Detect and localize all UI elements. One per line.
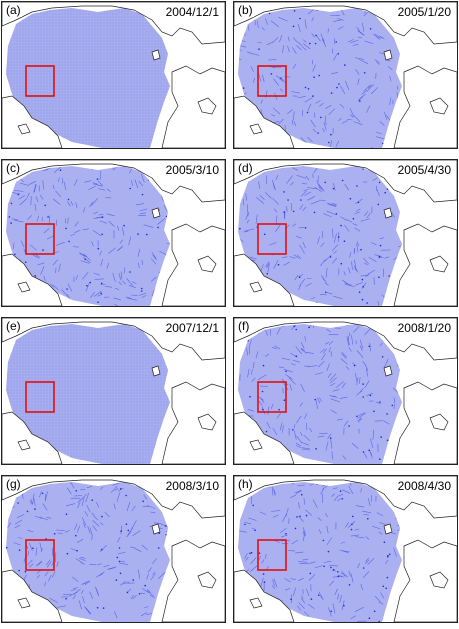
- ice-region: [238, 324, 402, 464]
- panel-date: 2008/4/30: [396, 479, 452, 493]
- panel-label: (g): [5, 477, 22, 491]
- land-mass: [197, 97, 217, 115]
- land-mass: [429, 413, 449, 431]
- land-mass: [17, 123, 31, 135]
- land-mass: [234, 253, 295, 306]
- land-mass: [151, 523, 161, 535]
- land-mass: [234, 569, 295, 622]
- map-c: [2, 160, 225, 306]
- land-mass: [429, 571, 449, 589]
- study-area-box: [257, 539, 287, 571]
- map-h: [234, 476, 457, 622]
- panel-date: 2004/12/1: [164, 5, 220, 19]
- land-mass: [197, 571, 217, 589]
- panel-date: 2005/1/20: [396, 5, 452, 19]
- panel-g: (g) 2008/3/10: [1, 475, 226, 623]
- land-mass: [429, 97, 449, 115]
- land-mass: [249, 597, 263, 609]
- land-mass: [2, 95, 63, 148]
- study-area-box: [25, 381, 55, 413]
- panel-date: 2008/1/20: [396, 321, 452, 335]
- panel-a: (a) 2004/12/1: [1, 1, 226, 149]
- panel-date: 2008/3/10: [164, 479, 220, 493]
- ice-region: [6, 166, 170, 306]
- map-b: [234, 2, 457, 148]
- land-mass: [234, 95, 295, 148]
- panel-date: 2005/4/30: [396, 163, 452, 177]
- land-mass: [383, 365, 393, 377]
- panel-e: (e) 2007/12/1: [1, 317, 226, 465]
- map-a: [2, 2, 225, 148]
- panel-label: (h): [237, 477, 254, 491]
- study-area-box: [257, 223, 287, 255]
- map-f: [234, 318, 457, 464]
- land-mass: [383, 207, 393, 219]
- study-area-box: [257, 65, 287, 97]
- panel-date: 2007/12/1: [164, 321, 220, 335]
- panel-label: (e): [5, 319, 22, 333]
- land-mass: [383, 49, 393, 61]
- land-mass: [161, 223, 225, 306]
- land-mass: [2, 253, 63, 306]
- panel-label: (f): [237, 319, 251, 333]
- land-mass: [393, 539, 457, 622]
- ice-region: [6, 482, 170, 622]
- panel-date: 2005/3/10: [164, 163, 220, 177]
- land-mass: [393, 65, 457, 148]
- land-mass: [17, 597, 31, 609]
- panel-label: (b): [237, 3, 254, 17]
- panel-f: (f) 2008/1/20: [233, 317, 458, 465]
- study-area-box: [25, 539, 55, 571]
- land-mass: [17, 439, 31, 451]
- panel-d: (d) 2005/4/30: [233, 159, 458, 307]
- map-e: [2, 318, 225, 464]
- map-g: [2, 476, 225, 622]
- land-mass: [383, 523, 393, 535]
- panel-label: (a): [5, 3, 22, 17]
- panel-c: (c) 2005/3/10: [1, 159, 226, 307]
- study-area-box: [25, 65, 55, 97]
- map-d: [234, 160, 457, 306]
- study-area-box: [257, 381, 287, 413]
- land-mass: [429, 255, 449, 273]
- land-mass: [161, 381, 225, 464]
- land-mass: [393, 381, 457, 464]
- land-mass: [2, 569, 63, 622]
- land-mass: [249, 439, 263, 451]
- land-mass: [151, 49, 161, 61]
- panel-label: (c): [5, 161, 21, 175]
- land-mass: [249, 281, 263, 293]
- land-mass: [197, 255, 217, 273]
- land-mass: [393, 223, 457, 306]
- land-mass: [234, 411, 295, 464]
- land-mass: [17, 281, 31, 293]
- ice-region: [238, 482, 402, 622]
- land-mass: [249, 123, 263, 135]
- land-mass: [161, 65, 225, 148]
- land-mass: [2, 411, 63, 464]
- panel-h: (h) 2008/4/30: [233, 475, 458, 623]
- land-mass: [161, 539, 225, 622]
- ice-region: [238, 166, 402, 306]
- panel-label: (d): [237, 161, 254, 175]
- panel-b: (b) 2005/1/20: [233, 1, 458, 149]
- land-mass: [151, 365, 161, 377]
- land-mass: [197, 413, 217, 431]
- study-area-box: [25, 223, 55, 255]
- land-mass: [151, 207, 161, 219]
